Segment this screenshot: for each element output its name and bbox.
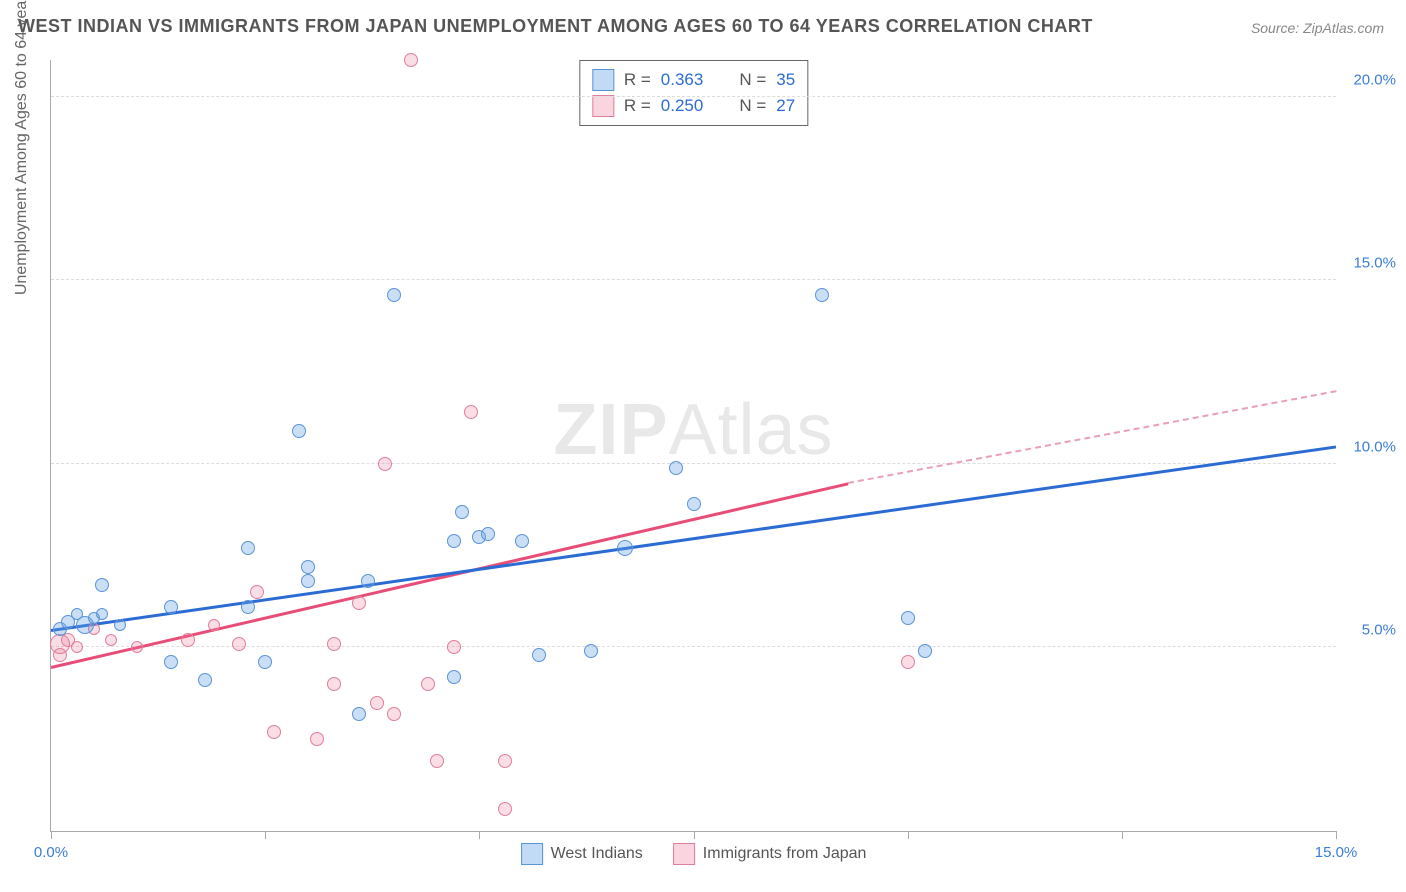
data-point [387,288,401,302]
legend-row-pink: R = 0.250 N = 27 [592,93,795,119]
data-point [498,802,512,816]
r-value-pink: 0.250 [661,96,704,116]
data-point [327,637,341,651]
data-point [198,673,212,687]
correlation-legend: R = 0.363 N = 35 R = 0.250 N = 27 [579,60,808,126]
n-value-pink: 27 [776,96,795,116]
data-point [232,637,246,651]
data-point [447,670,461,684]
x-tick-label: 15.0% [1315,844,1358,861]
y-tick-label: 15.0% [1353,255,1396,272]
x-tick [694,831,695,839]
n-label: N = [739,70,766,90]
data-point [310,732,324,746]
data-point [164,655,178,669]
y-tick-label: 20.0% [1353,71,1396,88]
r-label-2: R = [624,96,651,116]
data-point [164,600,178,614]
x-tick [265,831,266,839]
legend-item-pink: Immigrants from Japan [673,843,867,865]
data-point [292,424,306,438]
x-tick [1336,831,1337,839]
data-point [455,505,469,519]
data-point [464,405,478,419]
data-point [361,574,375,588]
data-point [181,633,195,647]
data-point [430,754,444,768]
gridline [51,279,1336,280]
legend-label-blue: West Indians [551,845,643,863]
r-value-blue: 0.363 [661,70,704,90]
data-point [53,648,67,662]
data-point [301,574,315,588]
n-value-blue: 35 [776,70,795,90]
data-point [352,596,366,610]
data-point [515,534,529,548]
chart-title: WEST INDIAN VS IMMIGRANTS FROM JAPAN UNE… [18,16,1093,37]
data-point [901,655,915,669]
data-point [532,648,546,662]
data-point [447,640,461,654]
data-point [131,641,143,653]
legend-item-blue: West Indians [521,843,643,865]
x-tick-label: 0.0% [34,844,68,861]
data-point [301,560,315,574]
y-axis-label: Unemployment Among Ages 60 to 64 years [13,0,31,295]
x-tick [908,831,909,839]
watermark: ZIPAtlas [553,389,833,471]
legend-label-pink: Immigrants from Japan [703,845,867,863]
data-point [687,497,701,511]
data-point [584,644,598,658]
watermark-atlas: Atlas [668,390,833,470]
x-tick [1122,831,1123,839]
data-point [378,457,392,471]
y-tick-label: 5.0% [1362,622,1396,639]
data-point [617,540,633,556]
data-point [250,585,264,599]
data-point [421,677,435,691]
gridline [51,96,1336,97]
data-point [114,619,126,631]
data-point [815,288,829,302]
gridline [51,463,1336,464]
watermark-zip: ZIP [553,390,668,470]
data-point [95,578,109,592]
r-label: R = [624,70,651,90]
legend-swatch-blue-icon [592,69,614,91]
series-legend: West Indians Immigrants from Japan [521,843,867,865]
data-point [918,644,932,658]
chart-area: ZIPAtlas R = 0.363 N = 35 R = 0.250 N = … [50,60,1336,832]
y-tick-label: 10.0% [1353,438,1396,455]
data-point [267,725,281,739]
data-point [241,541,255,555]
legend-row-blue: R = 0.363 N = 35 [592,67,795,93]
data-point [258,655,272,669]
data-point [96,608,108,620]
x-tick [51,831,52,839]
data-point [404,53,418,67]
legend-swatch-pink-icon [592,95,614,117]
x-tick [479,831,480,839]
data-point [370,696,384,710]
legend-swatch-blue-icon [521,843,543,865]
data-point [208,619,220,631]
data-point [481,527,495,541]
data-point [105,634,117,646]
data-point [901,611,915,625]
data-point [352,707,366,721]
data-point [71,641,83,653]
data-point [669,461,683,475]
data-point [327,677,341,691]
data-point [241,600,255,614]
legend-swatch-pink-icon [673,843,695,865]
data-point [498,754,512,768]
data-point [447,534,461,548]
n-label-2: N = [739,96,766,116]
trend-line [848,390,1337,484]
data-point [387,707,401,721]
source-credit: Source: ZipAtlas.com [1251,20,1384,36]
